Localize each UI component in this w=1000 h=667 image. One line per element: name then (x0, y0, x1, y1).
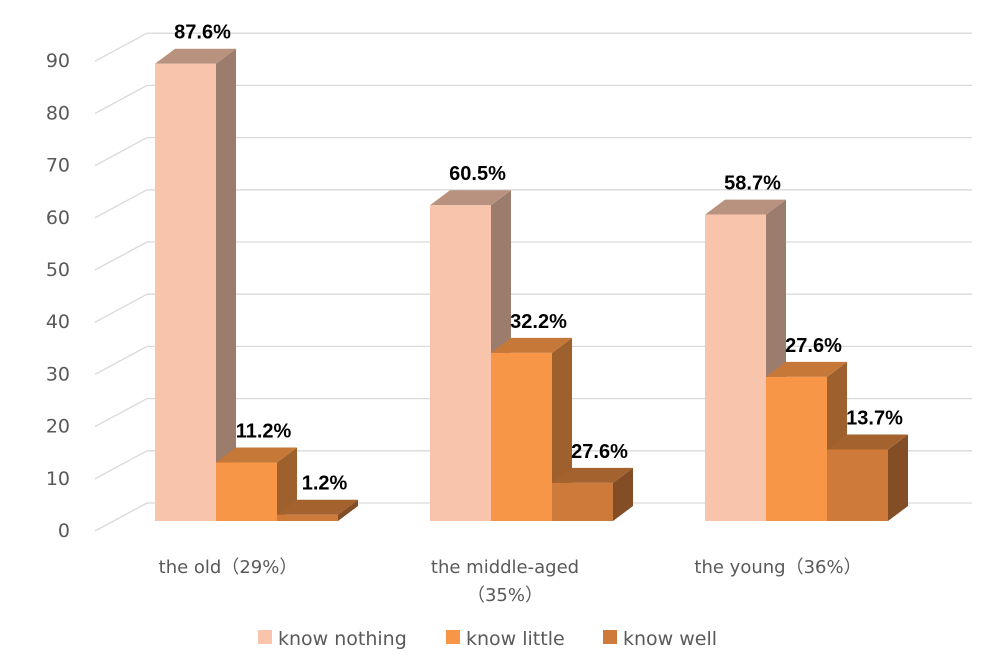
bar-side-face (338, 499, 358, 521)
category-label: （35%） (467, 585, 543, 606)
legend-label: know well (623, 628, 717, 650)
y-tick-label: 30 (46, 363, 70, 385)
data-label: 13.7% (846, 407, 903, 429)
bar-front-face (277, 514, 338, 521)
data-label: 11.2% (236, 421, 292, 443)
gridline-diagonal (94, 398, 148, 428)
bar-top-face (552, 467, 633, 483)
category-label: the old（29%） (159, 557, 298, 578)
legend-label: know nothing (278, 628, 407, 650)
bar-front-face (155, 63, 216, 522)
bar-front-face (705, 214, 766, 521)
data-labels: 87.6% 60.5% 58.7% 11.2% 32.2% 27.6% 1.2% 27.6% 1… (174, 22, 903, 495)
bar-side-face (888, 434, 908, 521)
bar-top-face (155, 48, 236, 64)
gridline-diagonal (94, 137, 148, 167)
bar-side-face (613, 467, 633, 521)
gridline-diagonal (94, 32, 148, 62)
bar-front-face (430, 205, 491, 521)
bar-front-face (766, 376, 827, 521)
bar-top-face (216, 447, 297, 463)
y-tick-label: 0 (58, 520, 70, 542)
legend-swatch (258, 630, 272, 644)
category-labels: the old（29%） the middle-aged （35%） the youn… (159, 557, 862, 606)
gridline-diagonal (94, 241, 148, 271)
legend-label: know little (466, 628, 565, 650)
y-tick-label: 40 (46, 311, 70, 333)
bars (155, 48, 908, 522)
legend-swatch (603, 630, 617, 644)
data-label: 87.6% (174, 22, 231, 44)
data-label: 58.7% (724, 173, 781, 195)
data-label: 27.6% (571, 441, 628, 463)
bar-top-face (430, 190, 511, 206)
gridline-diagonal (94, 450, 148, 480)
category-label: the young（36%） (694, 557, 861, 578)
bar-front-face (491, 352, 552, 521)
bar-know-well (552, 467, 633, 521)
bar-side-face (216, 48, 236, 522)
legend-item: know well (603, 628, 717, 650)
y-tick-label: 10 (46, 468, 70, 490)
y-tick-label: 80 (46, 102, 70, 124)
bar-top-face (827, 434, 908, 450)
bar-front-face (827, 449, 888, 521)
gridline-diagonal (94, 293, 148, 323)
bar-know-little (491, 337, 572, 521)
bar-front-face (552, 482, 613, 521)
gridline-diagonal (94, 502, 148, 532)
bar-top-face (766, 361, 847, 377)
y-tick-label: 90 (46, 50, 70, 72)
bar-know-well (827, 434, 908, 521)
y-tick-label: 70 (46, 155, 70, 177)
gridline-diagonal (94, 84, 148, 114)
legend: know nothing know little know well (258, 628, 717, 650)
bar-know-little (216, 447, 297, 521)
bar-know-nothing (155, 48, 236, 522)
bar-top-face (705, 199, 786, 215)
y-tick-label: 50 (46, 259, 70, 281)
gridline-diagonal (94, 189, 148, 219)
data-label: 27.6% (785, 335, 842, 357)
legend-item: know nothing (258, 628, 407, 650)
bar-top-face (491, 337, 572, 353)
bar-side-face (277, 447, 297, 521)
legend-swatch (446, 630, 460, 644)
bar-front-face (216, 462, 277, 521)
category-label: the middle-aged (431, 557, 579, 578)
bar-know-little (766, 361, 847, 521)
y-axis-ticks: 0 10 20 30 40 50 60 70 80 90 (46, 50, 70, 542)
data-label: 1.2% (302, 473, 348, 495)
bar-know-well (277, 499, 358, 521)
data-label: 60.5% (449, 163, 506, 185)
data-label: 32.2% (510, 311, 567, 333)
y-tick-label: 60 (46, 207, 70, 229)
gridline-diagonal (94, 345, 148, 375)
legend-item: know little (446, 628, 565, 650)
y-tick-label: 20 (46, 416, 70, 438)
bar-top-face (277, 499, 358, 515)
